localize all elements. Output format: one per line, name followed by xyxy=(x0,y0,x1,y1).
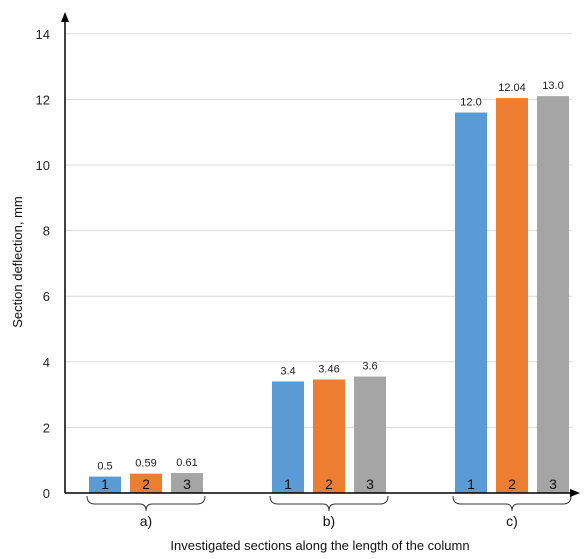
x-axis-arrow xyxy=(570,489,580,497)
bar xyxy=(130,473,162,493)
bar-number-label: 3 xyxy=(366,476,374,492)
data-label: 0.61 xyxy=(176,457,197,469)
bar-number-label: 2 xyxy=(325,476,333,492)
bar-number-label: 2 xyxy=(508,476,516,492)
bar-number-label: 3 xyxy=(183,476,191,492)
bar-number-label: 1 xyxy=(284,476,292,492)
x-axis-title: Investigated sections along the length o… xyxy=(170,538,469,553)
bar-number-label: 2 xyxy=(142,476,150,492)
data-label: 12.0 xyxy=(460,97,481,109)
bar xyxy=(496,98,528,493)
y-tick-labels: 0 2 4 6 8 10 12 14 xyxy=(36,27,50,501)
data-label: 0.5 xyxy=(97,461,112,473)
y-axis-arrow xyxy=(61,12,69,22)
category-label: c) xyxy=(506,513,518,529)
bars: 0.5 1 0.59 2 0.61 3 3.4 1 3.46 2 3.6 3 12.0 1 12.04 2 13… xyxy=(89,80,569,494)
data-label: 12.04 xyxy=(498,82,526,94)
y-tick-label: 4 xyxy=(43,355,50,370)
y-tick-label: 10 xyxy=(36,158,50,173)
bar xyxy=(354,376,386,493)
gridlines xyxy=(65,33,572,428)
data-label: 3.6 xyxy=(362,361,377,373)
group-braces: a) b) c) xyxy=(86,495,572,529)
axes xyxy=(61,12,580,497)
data-label: 13.0 xyxy=(542,80,563,92)
bar-number-label: 3 xyxy=(549,476,557,492)
y-axis-title: Section deflection, mm xyxy=(10,196,25,328)
category-label: a) xyxy=(140,513,152,529)
data-label: 0.59 xyxy=(135,458,156,470)
bar xyxy=(455,112,487,494)
bar xyxy=(272,381,304,493)
y-tick-label: 8 xyxy=(43,224,50,239)
y-tick-label: 6 xyxy=(43,289,50,304)
group-brace xyxy=(269,495,389,512)
y-tick-label: 14 xyxy=(36,27,50,42)
bar-number-label: 1 xyxy=(101,476,109,492)
y-tick-label: 2 xyxy=(43,420,50,435)
group-brace xyxy=(86,495,206,512)
bar xyxy=(171,472,203,493)
bar-number-label: 1 xyxy=(467,476,475,492)
group-brace xyxy=(452,495,572,512)
bar xyxy=(313,379,345,493)
y-tick-label: 12 xyxy=(36,92,50,107)
data-label: 3.4 xyxy=(280,365,295,377)
category-label: b) xyxy=(323,513,335,529)
data-label: 3.46 xyxy=(318,364,339,376)
bar xyxy=(89,476,121,493)
y-tick-label: 0 xyxy=(43,486,50,501)
bar xyxy=(537,96,569,494)
